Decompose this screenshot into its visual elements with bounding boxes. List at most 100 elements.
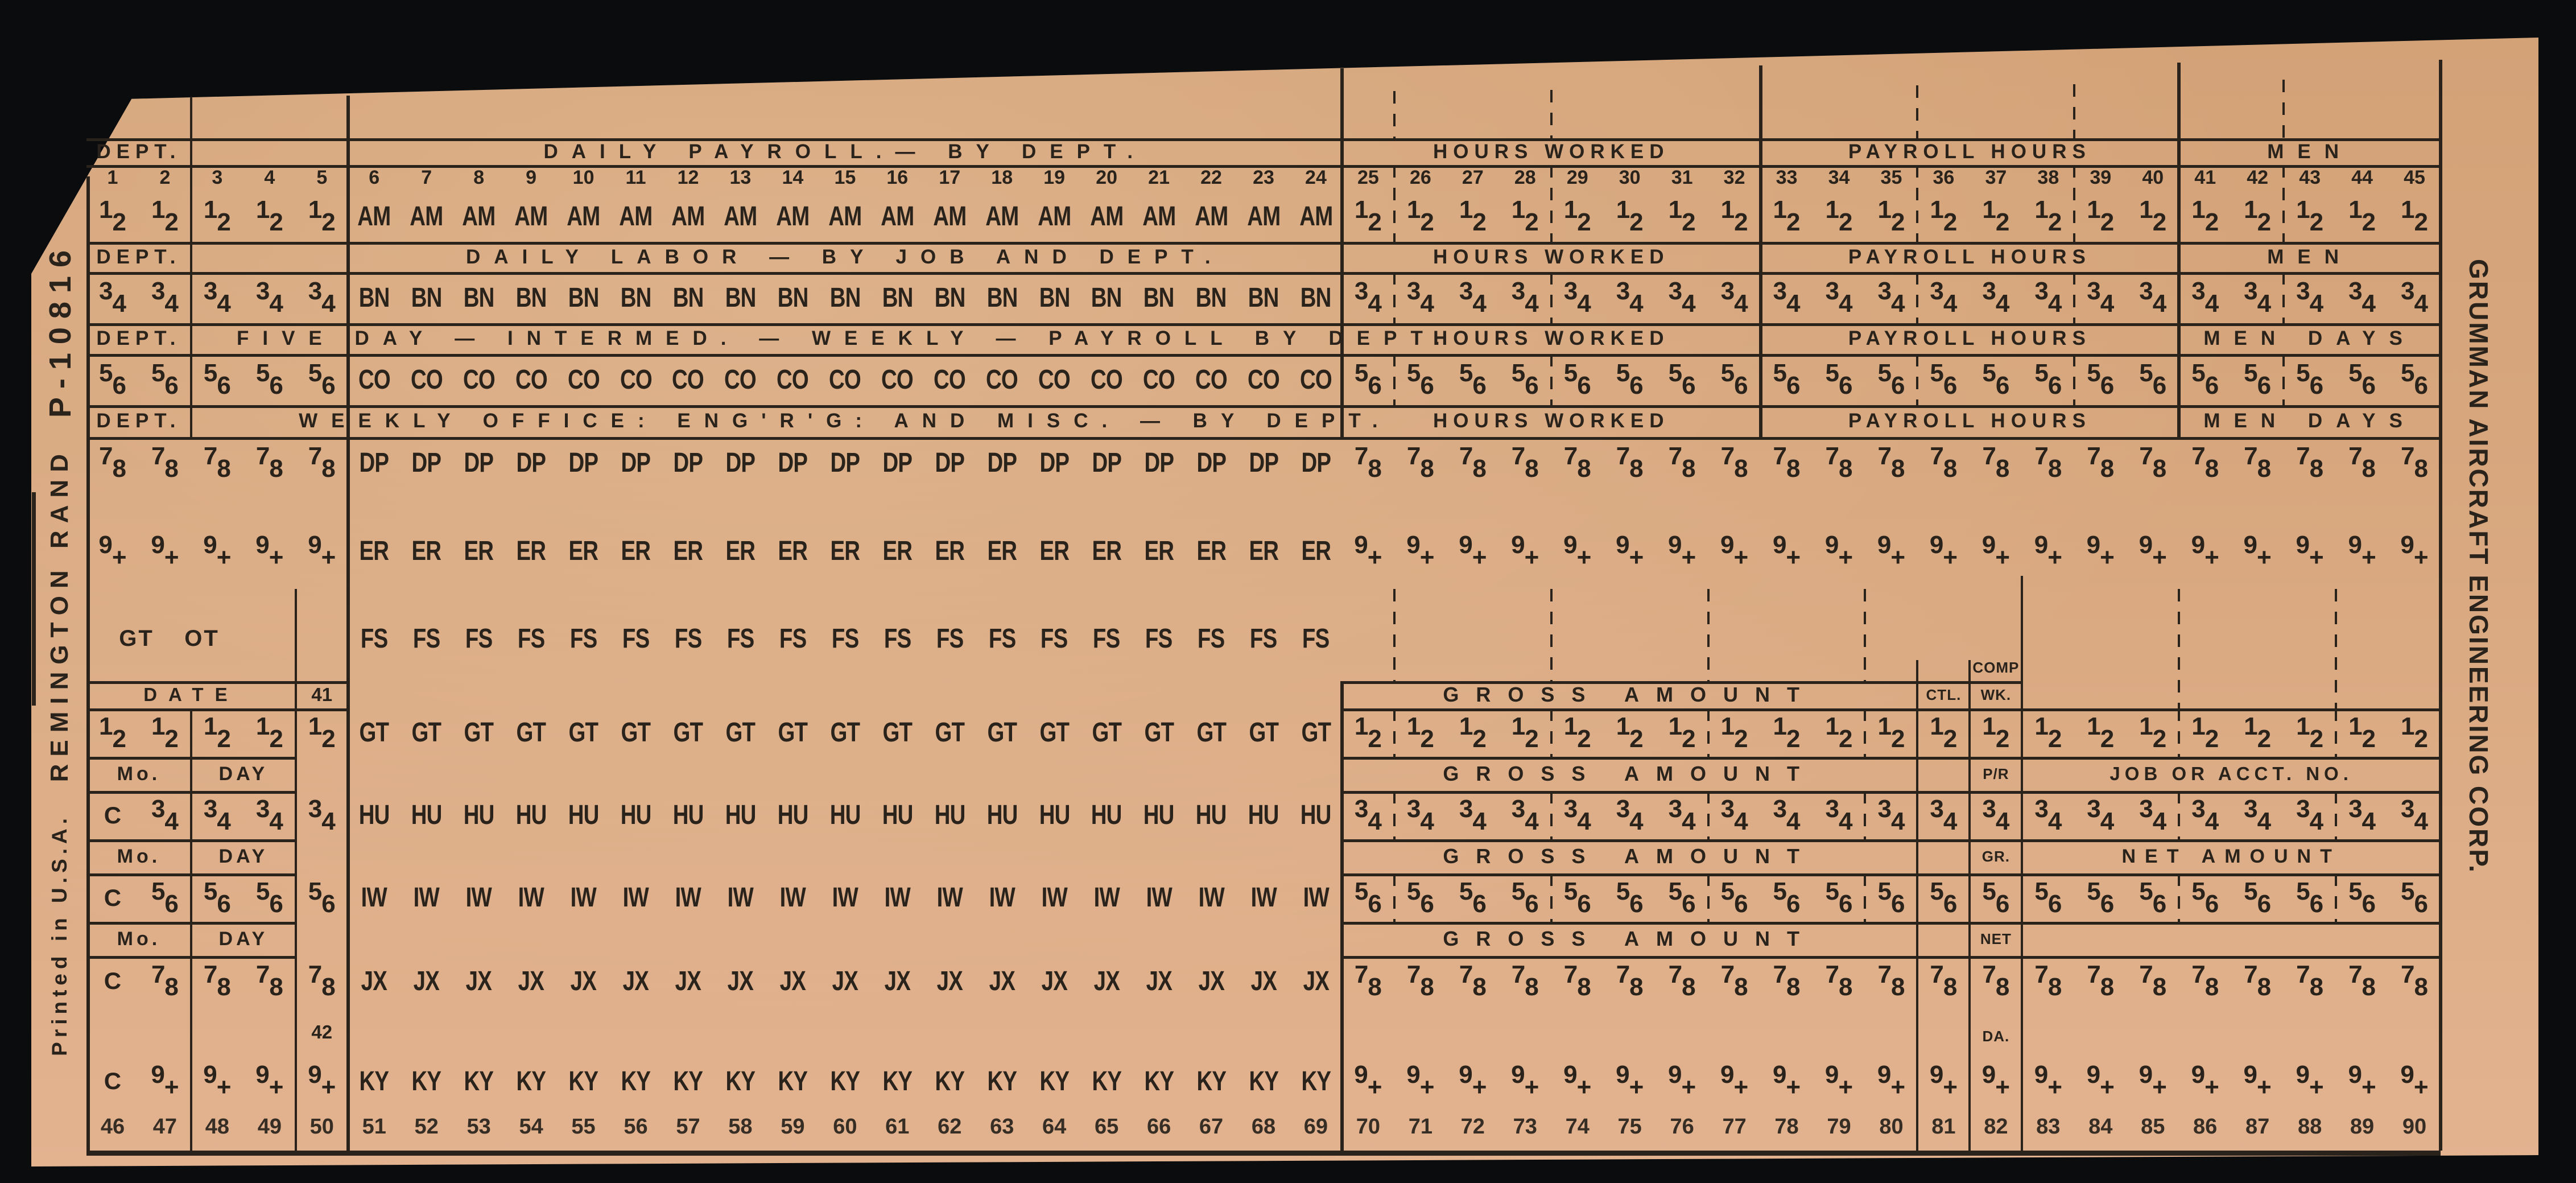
text-cell-wrap: GT [871,708,923,757]
interpreter-letter: ER [516,536,547,566]
interpreter-letter: ER [1196,536,1227,566]
digit-pair-cell: 9 + [2336,1056,2388,1107]
text-cell-wrap: BN [1290,272,1342,323]
digit-lower: 6 [269,372,283,399]
digit-lower: 4 [321,807,336,835]
interpreter-letter: GT [1301,718,1331,748]
text-cell-wrap: JX [1237,956,1290,1006]
digit-lower: + [1838,1073,1853,1101]
text-cell-wrap: 7 [401,165,453,191]
column-number: 37 [1985,167,2007,188]
text-cell-wrap: JX [1133,956,1185,1006]
interpreter-letter: GT [359,718,390,748]
digit-lower: 6 [217,372,231,399]
interpreter-letter: JX [1303,966,1329,996]
interpreter-letter: BN [568,282,600,313]
digit-pair-cell: 9 + [1970,1056,2022,1107]
column-number: 23 [1253,167,1274,188]
digit-lower: 2 [2047,208,2062,236]
digit-lower: 8 [217,973,231,1001]
text-cell-wrap: BN [1237,272,1290,323]
digit-lower: 6 [1682,889,1696,918]
dashed-column-line [1393,91,1396,138]
text-cell-wrap: 80 [1865,1107,1917,1147]
digit-upper: 7 [1668,961,1683,988]
text-cell-wrap: PAYROLL HOURS [1761,323,2179,354]
digit-pair-cell: 9 + [2388,526,2441,576]
text-cell-wrap: KY [610,1056,662,1107]
digit-lower: 4 [269,290,283,318]
grid-line-vertical [2021,576,2024,1151]
digit-upper: 7 [1720,961,1735,988]
text-cell-wrap: GT [766,708,819,757]
text-cell-wrap: DEPT. [86,323,191,354]
text-cell-wrap: ER [401,526,453,576]
text-cell-wrap: 55 [558,1107,610,1147]
digit-upper: 9 [151,530,165,559]
text-cell-wrap: CO [766,354,819,405]
digit-upper: 1 [1406,712,1421,740]
digit-upper: 5 [1930,877,1944,905]
interpreter-letter: GT [882,718,913,748]
dashed-column-line [2335,873,2338,922]
month-header: Mo. [117,845,161,867]
text-cell-wrap: HU [923,791,976,839]
digit-upper: 3 [2034,277,2049,305]
text-cell-wrap: AM [714,191,766,242]
digit-lower: 2 [1629,724,1644,753]
footer-column-number: 73 [1513,1114,1537,1139]
text-cell-wrap: KY [714,1056,766,1107]
column-number: 13 [729,167,752,188]
digit-lower: + [1733,543,1749,571]
digit-upper: 3 [255,277,270,305]
interpreter-letter: JX [361,966,387,996]
interpreter-letter: IW [884,883,911,913]
digit-lower: 6 [1525,889,1539,918]
footer-column-number: 53 [467,1114,491,1139]
digit-lower: 2 [269,208,283,236]
digit-upper: 9 [1459,1061,1473,1089]
interpreter-letter: DP [359,447,390,478]
text-cell-wrap: 57 [662,1107,715,1147]
text-cell-wrap: AM [505,191,558,242]
text-cell-wrap: 16 [871,165,923,191]
digit-upper: 1 [203,196,218,224]
text-cell-wrap: HU [662,791,715,839]
digit-upper: 1 [1406,196,1421,224]
interpreter-letter: BN [934,282,965,313]
pr-label: P/R [1983,765,2009,782]
interpreter-letter: ER [621,536,651,566]
digit-upper: 1 [98,712,113,740]
digit-lower: 2 [1525,208,1539,236]
digit-upper: 5 [1720,359,1735,387]
text-cell-wrap: DP [1185,437,1237,488]
digit-lower: 8 [1525,973,1539,1001]
interpreter-letter: JX [518,966,544,996]
interpreter-letter: KY [621,1066,651,1097]
digit-upper: 3 [1930,277,1944,305]
text-cell-wrap: IW [401,873,453,922]
digit-upper: 1 [1930,196,1944,224]
interpreter-letter: AM [1090,201,1124,232]
text-cell-wrap: JX [871,956,923,1006]
grid-line-horizontal [86,138,2441,141]
text-cell-wrap: DP [662,437,715,488]
header-main: DAILY PAYROLL.— BY DEPT. [543,140,1147,163]
dashed-column-line [1550,708,1553,757]
digit-pair-cell: 9 + [2179,1056,2231,1107]
text-cell-wrap: GROSS AMOUNT [1342,757,1918,791]
digit-upper: 5 [2191,877,2206,905]
digit-lower: 8 [1629,973,1644,1001]
interpreter-letter: FS [622,624,650,654]
